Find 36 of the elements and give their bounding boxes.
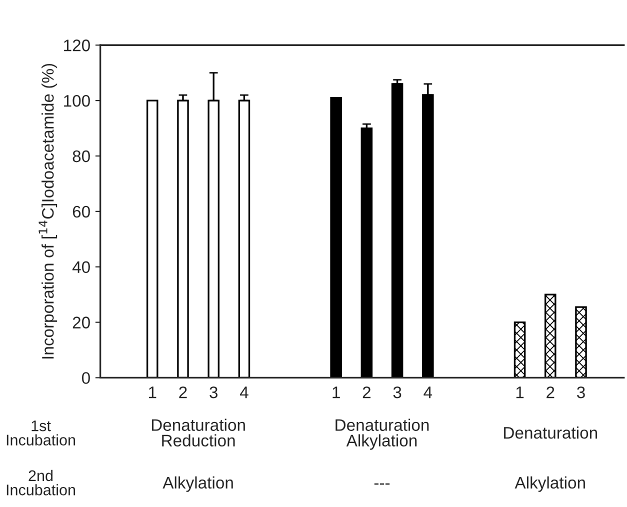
- x-tick-label: 2: [362, 386, 370, 398]
- bar: [330, 96, 342, 378]
- y-tick-label: 0: [82, 372, 90, 384]
- bar: [146, 100, 158, 378]
- x-tick-label: 4: [424, 386, 432, 398]
- bar: [238, 100, 250, 378]
- x-tick-label: 3: [393, 386, 402, 398]
- x-tick-label: 4: [240, 386, 248, 398]
- x-tick-label: 2: [179, 386, 187, 398]
- y-tick-label: 100: [64, 94, 90, 107]
- text: 2nd Incubation: [6, 470, 76, 496]
- text: 1st Incubation: [6, 420, 76, 446]
- bar: [391, 83, 404, 378]
- y-tick-label: 60: [72, 206, 90, 218]
- y-tick-label: 120: [64, 40, 90, 52]
- text: Alkylation: [162, 476, 233, 492]
- x-tick-label: 2: [546, 386, 554, 398]
- bar: [514, 321, 526, 378]
- x-tick-label: 1: [516, 386, 524, 398]
- bar: [177, 100, 189, 378]
- text: ---: [374, 483, 390, 485]
- x-tick-label: 3: [577, 386, 585, 398]
- bar: [360, 127, 373, 378]
- x-tick-label: 1: [332, 386, 340, 398]
- text: Alkylation: [514, 476, 585, 492]
- text: Denaturation Reduction: [152, 418, 245, 446]
- x-tick-label: 1: [149, 386, 156, 398]
- x-tick-label: 3: [210, 386, 218, 398]
- y-axis-title: Incorporation of [$^{14}$C]Iodoacetamide (%): [38, 64, 58, 358]
- y-tick-label: 80: [72, 150, 90, 162]
- text: Denaturation Alkylation: [336, 418, 429, 450]
- text: Denaturation: [504, 426, 598, 439]
- y-tick-label: 40: [72, 261, 90, 274]
- bar: [544, 294, 556, 378]
- y-tick-label: 20: [72, 316, 90, 328]
- bar: [575, 306, 587, 378]
